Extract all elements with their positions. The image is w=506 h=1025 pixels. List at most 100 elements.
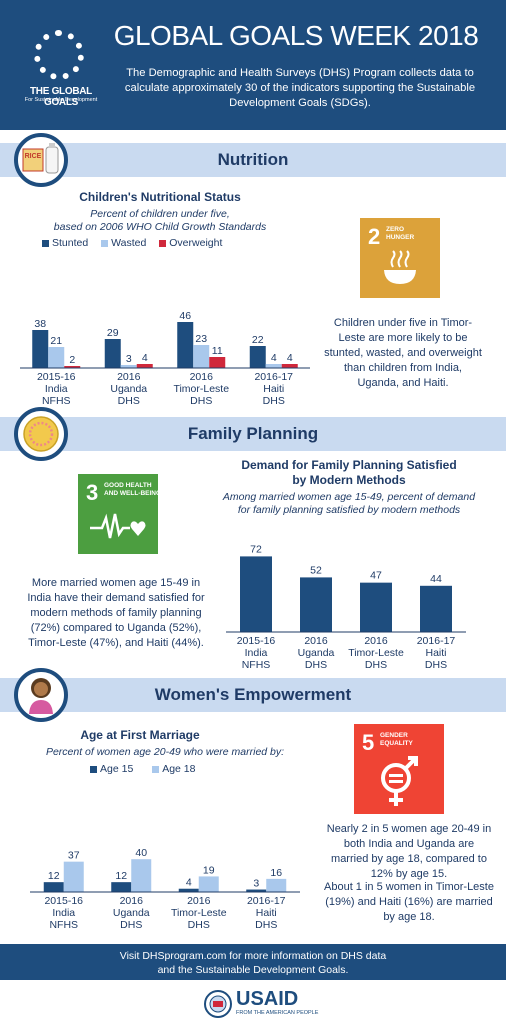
nutrition-chart-title: Children's Nutritional Status xyxy=(79,190,241,204)
bar-overweight-3 xyxy=(281,364,298,368)
category-label: NFHS xyxy=(42,395,71,407)
category-label: Uganda xyxy=(113,907,150,919)
value-label: 12 xyxy=(115,870,127,882)
category-label: Timor-Leste xyxy=(171,907,227,919)
rice-and-oil-icon: RICE xyxy=(14,133,68,187)
sdg5-name-2: EQUALITY xyxy=(380,739,413,747)
category-label: DHS xyxy=(120,919,142,931)
sdg2-tile: 2 ZERO HUNGER xyxy=(360,218,440,298)
footer-line-2: and the Sustainable Development Goals. xyxy=(157,964,349,976)
value-label: 12 xyxy=(48,870,60,882)
bar-age-18-1 xyxy=(131,859,152,892)
value-label: 46 xyxy=(179,310,191,322)
marriage-chart-title: Age at First Marriage xyxy=(80,728,200,742)
category-label: 2015-16 xyxy=(237,635,276,647)
sdg2-name-1: ZERO xyxy=(386,226,405,233)
category-label: 2015-16 xyxy=(37,371,76,383)
category-label: DHS xyxy=(365,659,387,671)
value-label: 4 xyxy=(287,352,293,364)
value-label: 47 xyxy=(370,570,382,582)
sdg3-number: 3 xyxy=(86,480,99,505)
category-label: DHS xyxy=(255,919,277,931)
bar-0 xyxy=(240,556,272,632)
heartbeat-icon xyxy=(90,513,146,539)
value-label: 4 xyxy=(186,877,192,889)
category-label: 2016-17 xyxy=(254,371,293,383)
legend-stunted: Stunted xyxy=(42,237,88,249)
legend-age-15: Age 15 xyxy=(90,763,133,775)
category-label: 2016 xyxy=(190,371,214,383)
usaid-tagline: FROM THE AMERICAN PEOPLE xyxy=(236,1010,319,1016)
value-label: 40 xyxy=(135,847,147,859)
sdg2-number: 2 xyxy=(368,224,381,249)
bar-overweight-0 xyxy=(64,366,81,368)
global-goals-logo-icon xyxy=(34,30,84,80)
value-label: 37 xyxy=(68,850,80,862)
category-label: 2016-17 xyxy=(247,895,286,907)
value-label: 4 xyxy=(142,352,148,364)
empowerment-section-bar xyxy=(0,678,506,712)
bar-age-18-0 xyxy=(63,861,84,892)
category-label: 2015-16 xyxy=(44,895,83,907)
empowerment-section-title: Women's Empowerment xyxy=(154,685,352,704)
footer: Visit DHSprogram.com for more informatio… xyxy=(0,944,506,980)
sdg5-name-1: GENDER xyxy=(380,732,408,739)
page-title: GLOBAL GOALS WEEK 2018 xyxy=(113,20,479,51)
value-label: 11 xyxy=(212,345,223,357)
bar-overweight-1 xyxy=(136,364,153,368)
bar-wasted-2 xyxy=(193,345,210,368)
family-planning-section-bar xyxy=(0,417,506,451)
logo-text: THE GLOBAL GOALS xyxy=(30,86,92,108)
header-description: The Demographic and Health Surveys (DHS)… xyxy=(124,67,476,109)
bar-wasted-3 xyxy=(265,364,282,368)
category-label: 2016-17 xyxy=(417,635,456,647)
header xyxy=(0,0,506,130)
value-label: 21 xyxy=(50,335,62,347)
bar-3 xyxy=(420,585,452,632)
nutrition-legend: Stunted Wasted Overweight xyxy=(42,237,302,249)
category-label: 2016 xyxy=(120,895,144,907)
bar-overweight-2 xyxy=(209,357,226,368)
value-label: 4 xyxy=(271,352,277,364)
value-label: 44 xyxy=(430,573,442,585)
sdg3-name-2: AND WELL-BEING xyxy=(104,489,162,497)
bar-1 xyxy=(300,577,332,632)
bar-wasted-0 xyxy=(48,347,65,368)
value-label: 22 xyxy=(252,334,264,346)
category-label: 2016 xyxy=(187,895,211,907)
category-label: DHS xyxy=(425,659,447,671)
value-label: 3 xyxy=(126,353,132,365)
woman-avatar-icon xyxy=(14,668,68,722)
bar-age-18-2 xyxy=(198,876,219,892)
fp-chart-title-1: Demand for Family Planning Satisfied xyxy=(241,458,457,472)
category-label: 2016 xyxy=(117,371,141,383)
rice-label: RICE xyxy=(25,153,42,160)
category-label: 2016 xyxy=(364,635,388,647)
footer-line-1: Visit DHSprogram.com for more informatio… xyxy=(119,950,387,962)
food-bowl-icon xyxy=(384,250,416,284)
marriage-chart-subtitle: Percent of women age 20-49 who were marr… xyxy=(45,746,285,758)
bar-stunted-0 xyxy=(32,330,49,368)
fp-note: More married women age 15-49 in India ha… xyxy=(27,577,205,649)
bar-age-18-3 xyxy=(266,878,287,892)
legend-age-18: Age 18 xyxy=(152,763,195,775)
category-label: Haiti xyxy=(263,383,284,395)
value-label: 38 xyxy=(34,318,46,330)
bar-age-15-0 xyxy=(43,882,64,892)
legend-wasted: Wasted xyxy=(101,237,146,249)
category-label: DHS xyxy=(118,395,140,407)
bar-stunted-2 xyxy=(177,322,194,368)
value-label: 72 xyxy=(250,543,262,555)
contraceptive-pills-icon xyxy=(14,407,68,461)
fp-chart-title-2: by Modern Methods xyxy=(292,473,406,487)
category-label: DHS xyxy=(305,659,327,671)
family-planning-section-title: Family Planning xyxy=(187,424,319,443)
bar-age-15-1 xyxy=(111,882,132,892)
sdg3-tile: 3 GOOD HEALTH AND WELL-BEING xyxy=(78,474,162,554)
value-label: 52 xyxy=(310,564,322,576)
bar-2 xyxy=(360,582,392,632)
category-label: DHS xyxy=(190,395,212,407)
sdg2-name-2: HUNGER xyxy=(386,233,415,241)
category-label: NFHS xyxy=(242,659,271,671)
